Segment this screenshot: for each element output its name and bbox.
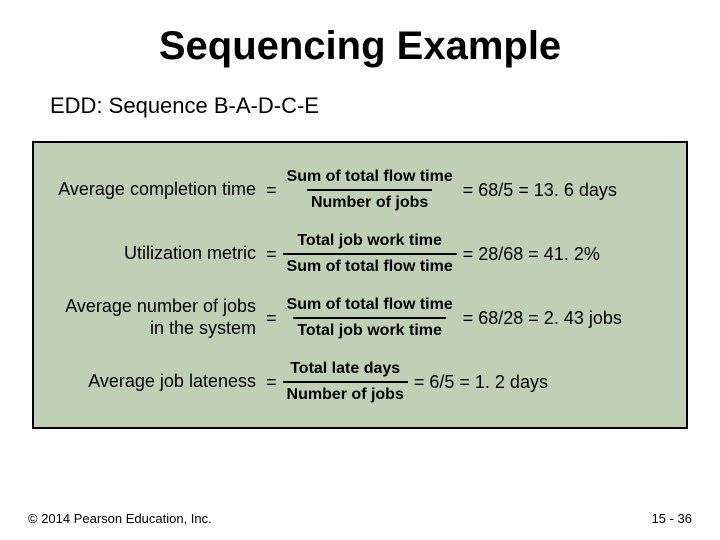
- fraction-denominator: Number of jobs: [283, 381, 408, 405]
- formula-box: Average completion time = Sum of total f…: [32, 141, 688, 429]
- fraction: Sum of total flow time Number of jobs: [283, 167, 457, 213]
- fraction-denominator: Number of jobs: [307, 189, 432, 213]
- copyright-text: © 2014 Pearson Education, Inc.: [28, 511, 212, 526]
- formula-lhs: Average number of jobs in the system: [48, 296, 260, 339]
- equals-sign: =: [260, 308, 283, 329]
- formula-row: Average completion time = Sum of total f…: [48, 167, 672, 213]
- formula-row: Average job lateness = Total late days N…: [48, 359, 672, 405]
- formula-result: = 6/5 = 1. 2 days: [408, 372, 548, 393]
- fraction-numerator: Total job work time: [293, 231, 446, 253]
- formula-lhs: Average completion time: [48, 179, 260, 201]
- slide: Sequencing Example EDD: Sequence B-A-D-C…: [0, 0, 720, 540]
- fraction: Total job work time Sum of total flow ti…: [283, 231, 457, 277]
- slide-title: Sequencing Example: [28, 24, 692, 69]
- fraction-denominator: Total job work time: [293, 317, 446, 341]
- fraction-denominator: Sum of total flow time: [283, 253, 457, 277]
- fraction: Sum of total flow time Total job work ti…: [283, 295, 457, 341]
- slide-number: 15 - 36: [652, 511, 692, 526]
- slide-subtitle: EDD: Sequence B-A-D-C-E: [50, 93, 692, 119]
- equals-sign: =: [260, 244, 283, 265]
- formula-lhs: Average job lateness: [48, 371, 260, 393]
- formula-lhs: Utilization metric: [48, 243, 260, 265]
- fraction-numerator: Sum of total flow time: [283, 295, 457, 317]
- equals-sign: =: [260, 180, 283, 201]
- formula-row: Average number of jobs in the system = S…: [48, 295, 672, 341]
- formula-result: = 68/5 = 13. 6 days: [457, 180, 617, 201]
- fraction-numerator: Total late days: [286, 359, 404, 381]
- slide-footer: © 2014 Pearson Education, Inc. 15 - 36: [28, 511, 692, 526]
- fraction-numerator: Sum of total flow time: [283, 167, 457, 189]
- formula-result: = 68/28 = 2. 43 jobs: [457, 308, 622, 329]
- fraction: Total late days Number of jobs: [283, 359, 408, 405]
- formula-row: Utilization metric = Total job work time…: [48, 231, 672, 277]
- equals-sign: =: [260, 372, 283, 393]
- formula-result: = 28/68 = 41. 2%: [457, 244, 600, 265]
